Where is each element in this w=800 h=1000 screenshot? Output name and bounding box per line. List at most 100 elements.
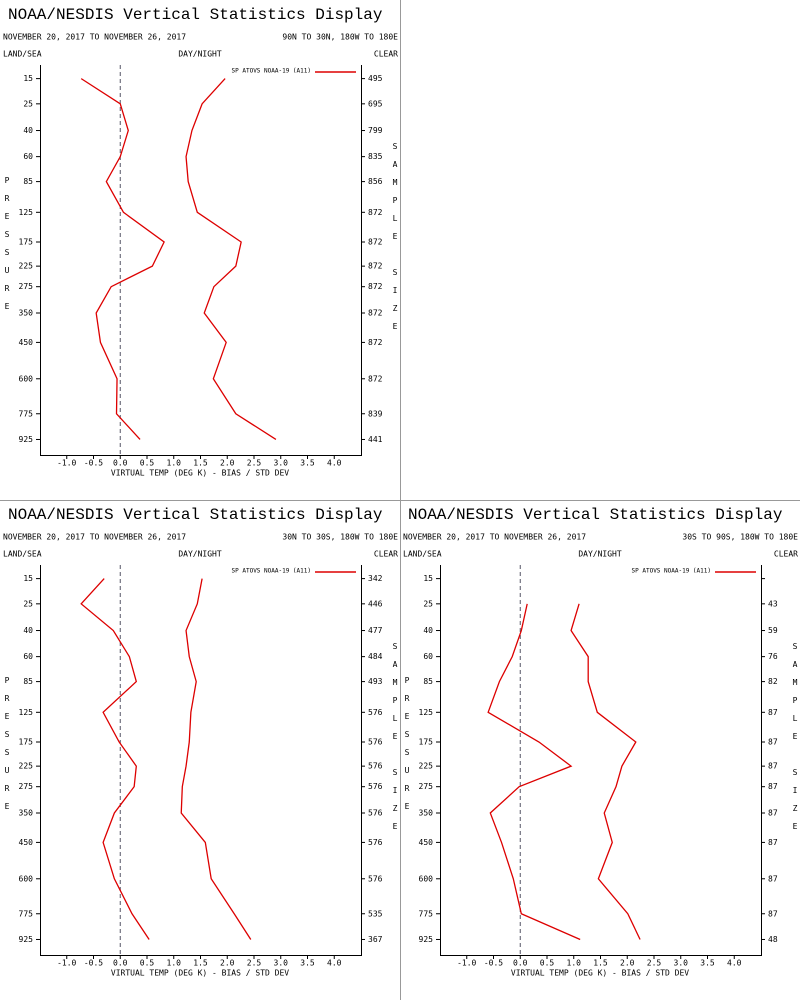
chart-title: NOAA/NESDIS Vertical Statistics Display bbox=[8, 6, 383, 24]
y-tick-label: 25 bbox=[23, 99, 33, 108]
x-tick-label: 3.0 bbox=[674, 959, 689, 968]
y-tick-label: 125 bbox=[419, 708, 434, 717]
y-tick-label: 350 bbox=[419, 808, 434, 817]
x-axis-label: VIRTUAL TEMP (DEG K) - BIAS / STD DEV bbox=[511, 969, 689, 978]
x-tick-label: 1.5 bbox=[193, 459, 208, 468]
sample-size: 342 bbox=[368, 574, 383, 583]
y-tick-label: 25 bbox=[423, 599, 433, 608]
sample-size: 535 bbox=[368, 909, 383, 918]
x-tick-label: 3.5 bbox=[700, 959, 715, 968]
sample-size: 82 bbox=[768, 677, 778, 686]
region: 30N TO 30S, 180W TO 180E bbox=[282, 533, 398, 542]
y-tick-label: 60 bbox=[423, 652, 433, 661]
sample-size: 872 bbox=[368, 238, 383, 247]
x-tick-label: 1.5 bbox=[593, 959, 608, 968]
sample-size: 856 bbox=[368, 177, 383, 186]
x-tick-label: -1.0 bbox=[57, 959, 76, 968]
y-tick-label: 925 bbox=[419, 935, 434, 944]
sample-size: 87 bbox=[768, 738, 778, 747]
x-tick-label: 2.5 bbox=[647, 959, 662, 968]
sample-size: 872 bbox=[368, 208, 383, 217]
bias-line bbox=[80, 78, 165, 440]
y-tick-label: 125 bbox=[19, 708, 34, 717]
sample-size: 367 bbox=[368, 935, 383, 944]
y-tick-label: 15 bbox=[423, 574, 433, 583]
legend-label: SP ATOVS NOAA-19 (A11) bbox=[232, 568, 311, 575]
sample-size: 493 bbox=[368, 677, 383, 686]
y-tick-label: 600 bbox=[19, 374, 34, 383]
sample-size: 576 bbox=[368, 762, 383, 771]
sample-size: 495 bbox=[368, 74, 383, 83]
y-tick-label: 775 bbox=[19, 409, 34, 418]
day-night: DAY/NIGHT bbox=[578, 550, 622, 559]
sample-size: 576 bbox=[368, 708, 383, 717]
y-tick-label: 225 bbox=[419, 762, 434, 771]
sample-size: 695 bbox=[368, 99, 383, 108]
x-tick-label: 3.0 bbox=[274, 459, 289, 468]
y-tick-label: 350 bbox=[19, 808, 34, 817]
day-night: DAY/NIGHT bbox=[178, 550, 222, 559]
y-axis-label: PRESSURE bbox=[3, 676, 12, 820]
y2-axis-label: SAMPLE SIZE bbox=[391, 142, 400, 340]
y-tick-label: 450 bbox=[19, 838, 34, 847]
y-tick-label: 25 bbox=[23, 599, 33, 608]
x-tick-label: -0.5 bbox=[84, 459, 103, 468]
x-tick-label: 0.0 bbox=[513, 959, 528, 968]
y-tick-label: 85 bbox=[23, 177, 33, 186]
y-tick-label: 15 bbox=[23, 74, 33, 83]
y-tick-label: 225 bbox=[19, 262, 34, 271]
x-tick-label: 0.5 bbox=[140, 459, 155, 468]
x-tick-label: 4.0 bbox=[327, 959, 342, 968]
y-tick-label: 15 bbox=[23, 574, 33, 583]
y-tick-label: 275 bbox=[19, 782, 34, 791]
sample-size: 872 bbox=[368, 262, 383, 271]
y-tick-label: 275 bbox=[419, 782, 434, 791]
land-sea: LAND/SEA bbox=[3, 50, 42, 59]
x-tick-label: 2.5 bbox=[247, 959, 262, 968]
y-tick-label: 85 bbox=[423, 677, 433, 686]
region: 30S TO 90S, 180W TO 180E bbox=[682, 533, 798, 542]
sample-size: 87 bbox=[768, 874, 778, 883]
sample-size: 87 bbox=[768, 808, 778, 817]
land-sea: LAND/SEA bbox=[403, 550, 442, 559]
sample-size: 87 bbox=[768, 762, 778, 771]
y-tick-label: 775 bbox=[19, 909, 34, 918]
bias-line bbox=[487, 603, 581, 941]
x-axis-label: VIRTUAL TEMP (DEG K) - BIAS / STD DEV bbox=[111, 469, 289, 478]
chart-title: NOAA/NESDIS Vertical Statistics Display bbox=[408, 506, 783, 524]
std-dev-line bbox=[180, 578, 252, 940]
bias-line bbox=[80, 578, 150, 940]
x-tick-label: 3.0 bbox=[274, 959, 289, 968]
clear: CLEAR bbox=[374, 550, 398, 559]
sample-size: 576 bbox=[368, 808, 383, 817]
y-tick-label: 40 bbox=[23, 626, 33, 635]
y-axis-label: PRESSURE bbox=[3, 176, 12, 320]
sample-size: 576 bbox=[368, 874, 383, 883]
clear: CLEAR bbox=[374, 50, 398, 59]
day-night: DAY/NIGHT bbox=[178, 50, 222, 59]
x-tick-label: 4.0 bbox=[727, 959, 742, 968]
y-tick-label: 60 bbox=[23, 152, 33, 161]
x-tick-label: 1.5 bbox=[193, 959, 208, 968]
legend-label: SP ATOVS NOAA-19 (A11) bbox=[632, 568, 711, 575]
region: 90N TO 30N, 180W TO 180E bbox=[282, 33, 398, 42]
y-tick-label: 40 bbox=[23, 126, 33, 135]
sample-size: 799 bbox=[368, 126, 383, 135]
sample-size: 872 bbox=[368, 338, 383, 347]
sample-size: 76 bbox=[768, 652, 778, 661]
sample-size: 839 bbox=[368, 409, 383, 418]
x-tick-label: -1.0 bbox=[457, 959, 476, 968]
sample-size: 576 bbox=[368, 782, 383, 791]
sample-size: 43 bbox=[768, 599, 778, 608]
x-tick-label: 0.5 bbox=[140, 959, 155, 968]
legend-label: SP ATOVS NOAA-19 (A11) bbox=[232, 68, 311, 75]
y-tick-label: 925 bbox=[19, 435, 34, 444]
sample-size: 576 bbox=[368, 838, 383, 847]
y2-axis-label: SAMPLE SIZE bbox=[391, 642, 400, 840]
clear: CLEAR bbox=[774, 550, 798, 559]
y-tick-label: 225 bbox=[19, 762, 34, 771]
subtitle: NOVEMBER 20, 2017 TO NOVEMBER 26, 2017 bbox=[3, 33, 186, 42]
sample-size: 87 bbox=[768, 782, 778, 791]
x-tick-label: 2.0 bbox=[620, 959, 635, 968]
